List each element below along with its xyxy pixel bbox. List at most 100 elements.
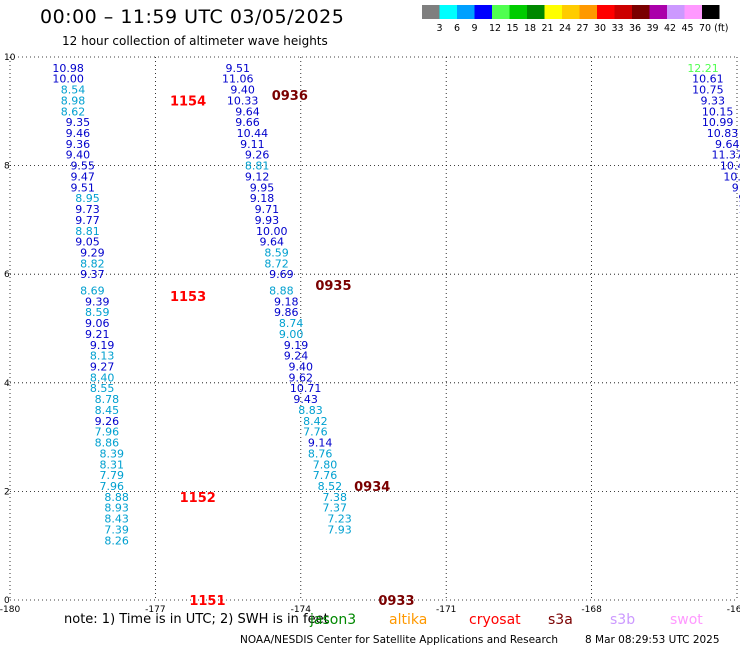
wave-height-value: 10.00 (52, 73, 84, 86)
colorbar-swatch (684, 5, 702, 19)
wave-height-value: 8.31 (100, 458, 125, 471)
footer-note: note: 1) Time is in UTC; 2) SWH is in fe… (64, 612, 329, 627)
wave-height-value: 9.55 (70, 160, 95, 173)
pass-time-label: 0936 (272, 89, 308, 104)
x-tick-label: -174 (291, 605, 312, 615)
wave-height-value: 7.79 (100, 469, 125, 482)
colorbar-label: 45 (682, 23, 694, 34)
wave-height-value: 8.83 (298, 404, 323, 417)
wave-height-value: 7.39 (104, 523, 129, 536)
wave-height-value: 9.18 (250, 192, 275, 205)
wave-height-value: 10. (723, 170, 740, 183)
wave-height-value: 8.42 (303, 415, 328, 428)
colorbar-swatch (702, 5, 720, 19)
wave-height-value: 8.76 (308, 447, 333, 460)
colorbar-swatch (422, 5, 440, 19)
wave-height-value: 7.96 (95, 426, 120, 439)
wave-height-value: 8.69 (80, 284, 105, 297)
track-c: 12.2110.6110.759.3310.1510.9910.839.6411… (687, 62, 740, 216)
wave-height-value: 8.52 (318, 480, 343, 493)
wave-height-value: 9.40 (230, 84, 255, 97)
wave-height-value: 8.59 (264, 246, 289, 259)
wave-height-value: 7.76 (313, 469, 338, 482)
page-subtitle: 12 hour collection of altimeter wave hei… (62, 34, 328, 48)
wave-height-value: 10.71 (290, 382, 322, 395)
wave-height-value: 8.55 (90, 382, 115, 395)
colorbar-swatch (597, 5, 615, 19)
wave-height-value: 8.26 (104, 534, 129, 547)
colorbar-swatch (527, 5, 545, 19)
y-tick-label: 6 (4, 270, 10, 280)
colorbar-swatch (544, 5, 562, 19)
wave-height-value: 9.69 (269, 268, 294, 281)
wave-height-value: 8.40 (90, 371, 115, 384)
colorbar-swatch (562, 5, 580, 19)
wave-height-value: 8.39 (100, 447, 125, 460)
wave-height-value: 9.51 (70, 181, 95, 194)
wave-height-value: 9.26 (95, 415, 120, 428)
wave-height-value: 7.93 (327, 523, 352, 536)
colorbar-label: 18 (524, 23, 536, 34)
wave-height-value: 10.00 (256, 225, 288, 238)
altimeter-tracks: 10.9810.008.548.988.629.359.469.369.409.… (52, 62, 740, 609)
x-tick-label: -171 (436, 605, 456, 615)
wave-height-value: 9. (732, 181, 740, 194)
wave-height-value: 9.21 (85, 328, 110, 341)
wave-height-value: 9.62 (289, 371, 314, 384)
page-title: 00:00 – 11:59 UTC 03/05/2025 (40, 6, 345, 28)
x-tick-label: -180 (0, 605, 20, 615)
colorbar-swatch (649, 5, 667, 19)
wave-height-value: 11.06 (222, 73, 254, 86)
wave-height-value: 9.95 (250, 181, 275, 194)
colorbar-swatch (492, 5, 510, 19)
track-b: 9.5111.069.4010.339.649.6610.449.119.268… (222, 62, 414, 609)
wave-height-value: 8.86 (95, 437, 120, 450)
colorbar-swatch (579, 5, 597, 19)
colorbar-swatch (614, 5, 632, 19)
wave-height-value: 10.33 (227, 94, 259, 107)
wave-height-value: 8.74 (279, 317, 304, 330)
wave-height-value: 7.96 (100, 480, 125, 493)
wave-height-value: 9.71 (255, 203, 280, 216)
wave-height-value: 9.12 (245, 170, 270, 183)
wave-height-value: 8.13 (90, 350, 115, 363)
wave-height-value: 9.64 (235, 105, 260, 118)
wave-height-value: 9.24 (284, 350, 309, 363)
colorbar-swatch (509, 5, 527, 19)
x-tick-label: -165 (727, 605, 740, 615)
wave-height-value: 9.19 (90, 339, 115, 352)
wave-height-value: 8.43 (104, 513, 129, 526)
pass-time-label: 0933 (378, 594, 414, 609)
y-tick-label: 8 (4, 162, 10, 172)
legend-item-cryosat: cryosat (469, 612, 521, 628)
colorbar: 3 6 9 12 15 18 21 24 27 30 33 36 39 42 45 70 (ft) (422, 5, 728, 34)
generation-timestamp: 8 Mar 08:29:53 UTC 2025 (585, 634, 720, 646)
wave-height-value: 8.81 (75, 225, 100, 238)
pass-time-label: 1154 (170, 94, 206, 109)
colorbar-swatch (457, 5, 475, 19)
legend-item-s3a: s3a (548, 612, 573, 628)
colorbar-swatch (667, 5, 685, 19)
colorbar-label: 15 (507, 23, 519, 34)
wave-height-value: 9.77 (75, 214, 100, 227)
legend-item-jason3: jason3 (310, 612, 357, 628)
colorbar-label: 42 (664, 23, 676, 34)
wave-height-value: 9.43 (293, 393, 318, 406)
wave-height-value: 9.93 (255, 214, 280, 227)
wave-height-value: 8.88 (104, 491, 129, 504)
wave-height-value: 9.35 (66, 116, 91, 129)
wave-height-value: 9.73 (75, 203, 100, 216)
wave-height-value: 9 (738, 192, 740, 205)
wave-height-value: 9.06 (85, 317, 110, 330)
colorbar-label: 21 (542, 23, 554, 34)
y-tick-label: 10 (4, 53, 16, 63)
x-tick-label: -168 (581, 605, 602, 615)
wave-height-value: 10.61 (692, 73, 724, 86)
wave-height-value: 7.80 (313, 458, 338, 471)
wave-height-value: 7.38 (322, 491, 347, 504)
pass-time-label: 1153 (170, 290, 206, 305)
wave-height-value: 9.66 (235, 116, 260, 129)
wave-height-value: 8.54 (61, 84, 86, 97)
colorbar-swatch (632, 5, 650, 19)
